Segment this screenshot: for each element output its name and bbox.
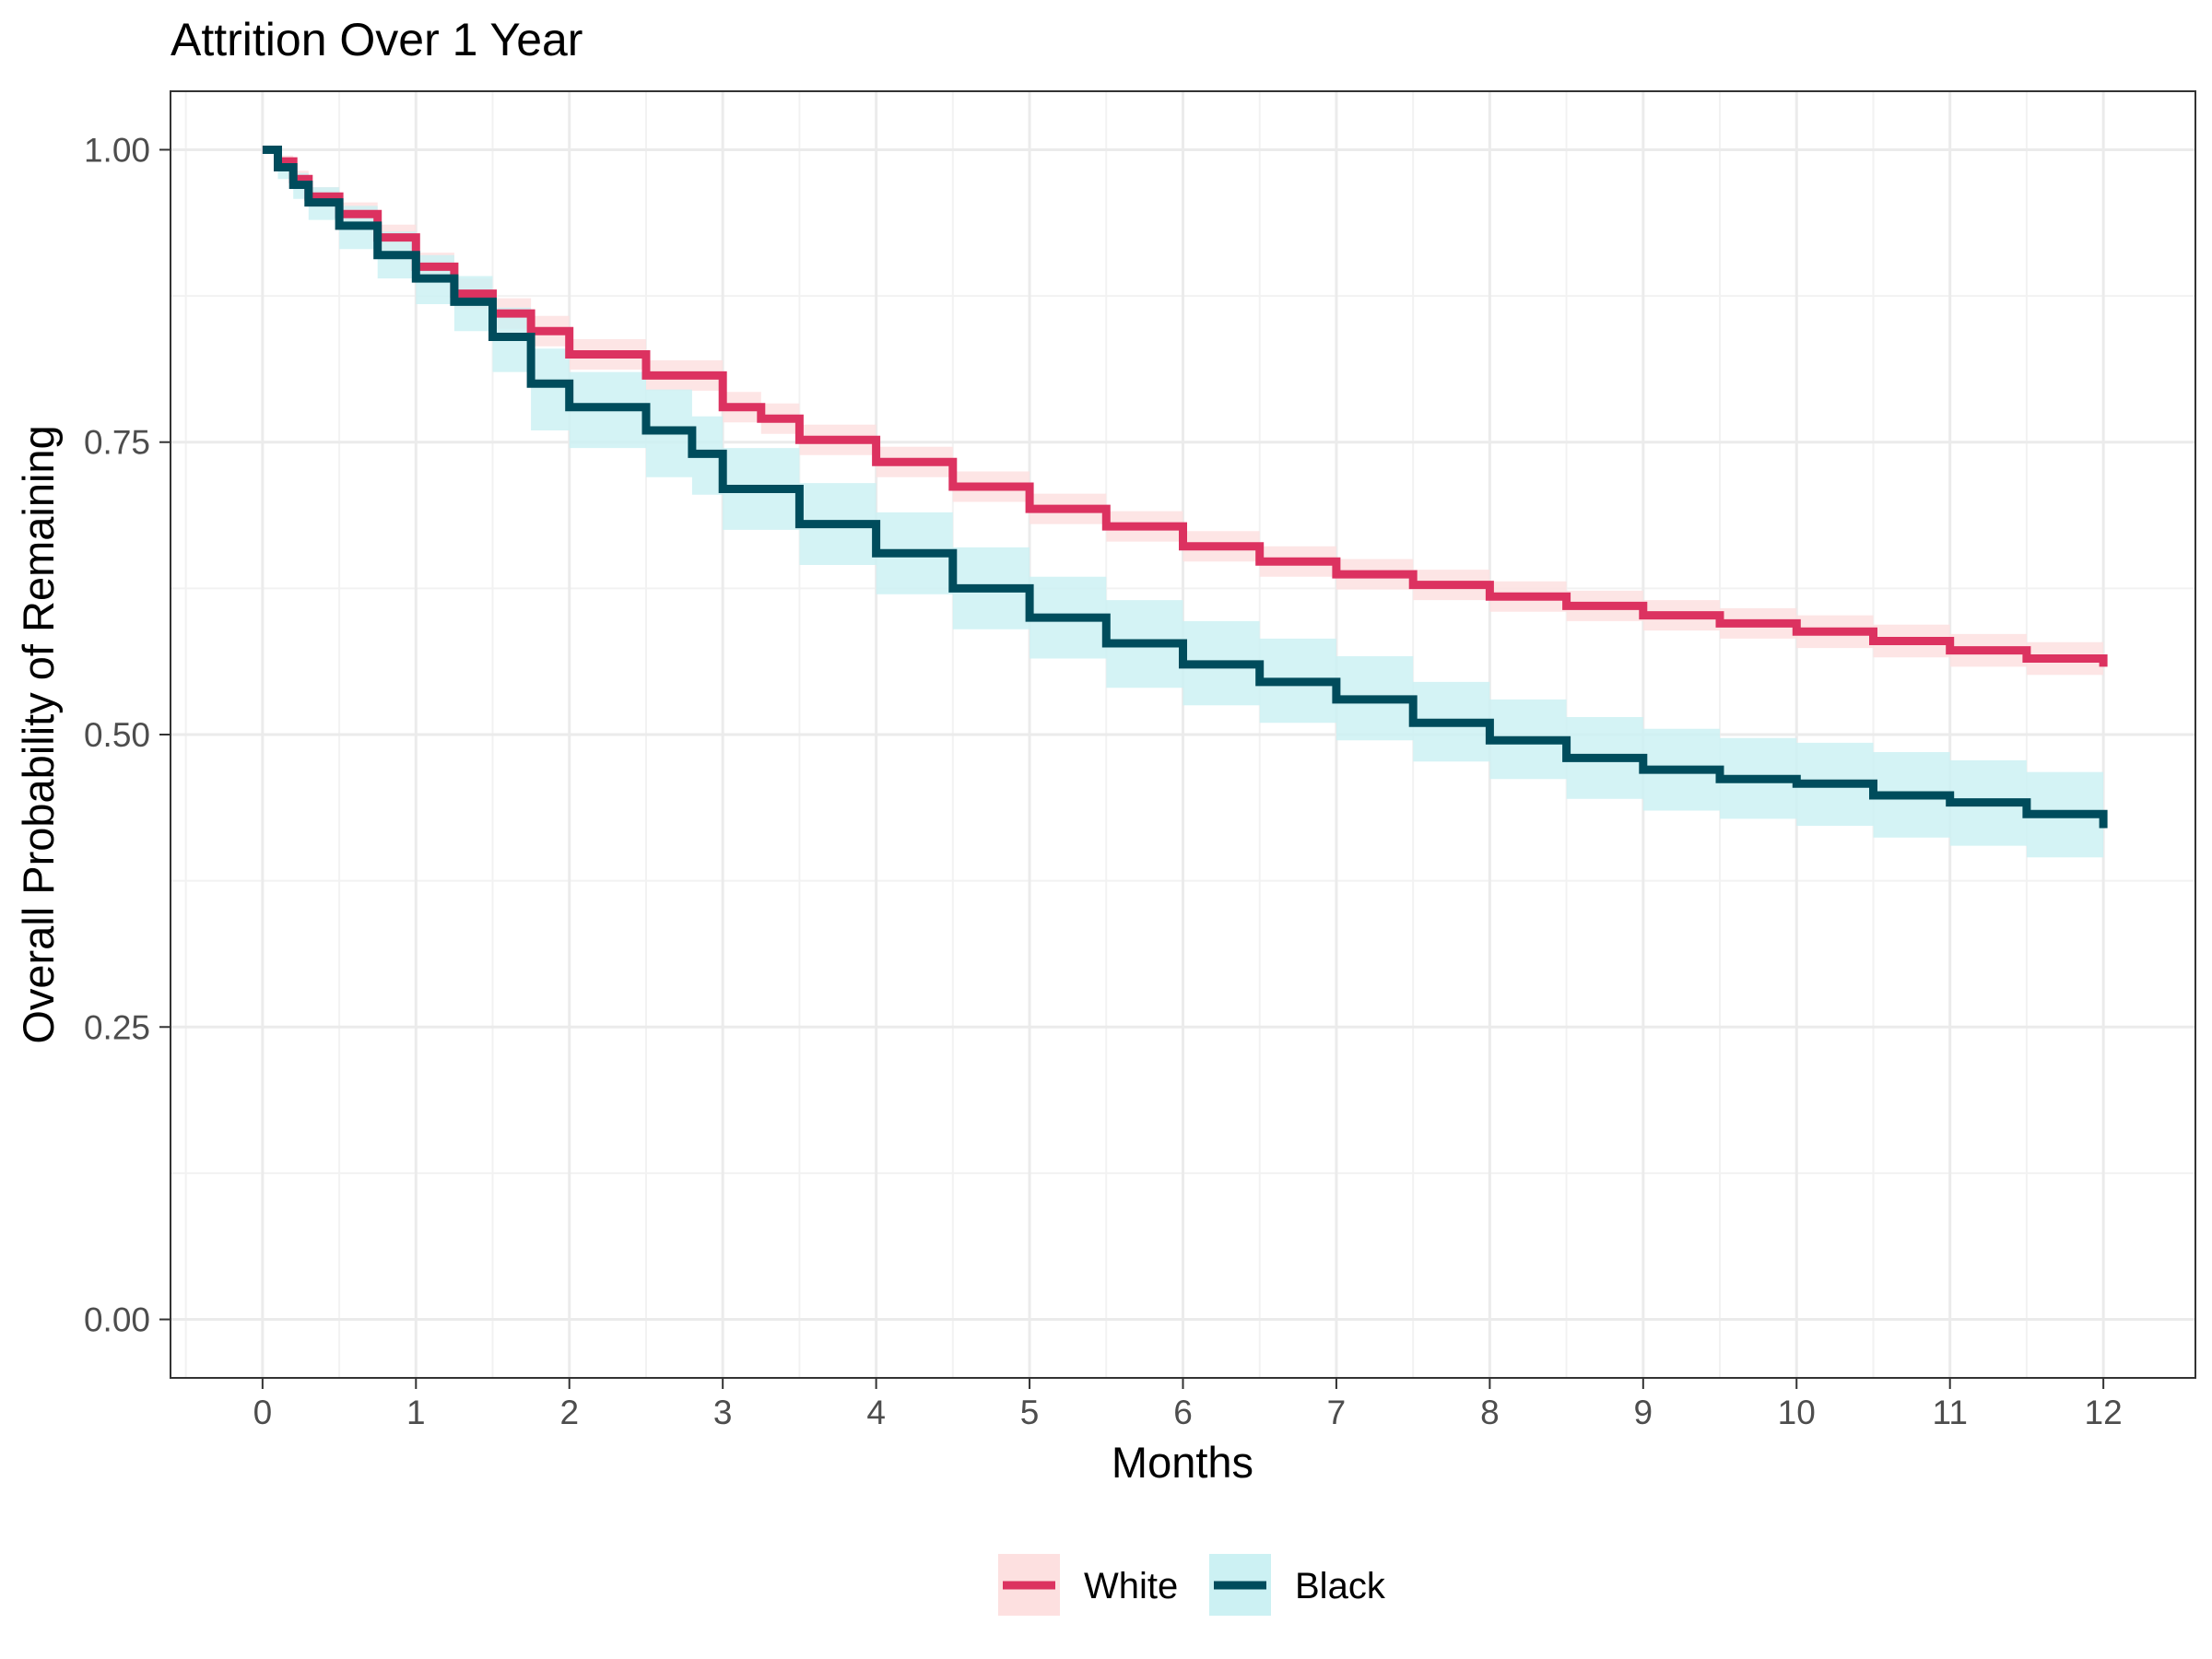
survival-lines [262,146,2108,829]
line-black [262,146,2108,829]
band-white [262,149,2104,684]
legend: White Black [998,1554,1386,1616]
legend-label-black: Black [1295,1566,1386,1606]
x-tick-label: 3 [713,1394,733,1431]
x-tick-label: 4 [866,1394,886,1431]
y-tick-label: 0.50 [84,716,150,754]
y-tick-label: 0.75 [84,424,150,462]
x-tick-label: 9 [1634,1394,1653,1431]
x-tick-label: 5 [1020,1394,1040,1431]
legend-item-white: White [998,1554,1178,1616]
line-white [262,146,2108,667]
x-axis-title: Months [1112,1438,1253,1487]
x-tick-label: 0 [253,1394,273,1431]
x-tick-label: 12 [2085,1394,2123,1431]
x-tick-label: 7 [1327,1394,1347,1431]
x-tick-label: 8 [1480,1394,1500,1431]
y-tick-label: 0.00 [84,1301,150,1339]
y-tick-label: 1.00 [84,131,150,169]
y-tick-label: 0.25 [84,1008,150,1046]
chart-title: Attrition Over 1 Year [171,14,582,65]
legend-item-black: Black [1209,1554,1386,1616]
y-axis: 0.00 0.25 0.50 0.75 1.00 [84,131,171,1339]
x-tick-label: 1 [406,1394,426,1431]
x-axis: 0 1 2 3 4 5 6 7 8 9 10 11 12 [253,1378,2123,1431]
x-tick-label: 2 [559,1394,579,1431]
x-tick-label: 11 [1932,1394,1967,1431]
x-tick-label: 6 [1173,1394,1193,1431]
x-tick-label: 10 [1778,1394,1816,1431]
legend-label-white: White [1084,1566,1178,1606]
y-axis-title: Overall Probability of Remaining [14,425,63,1043]
